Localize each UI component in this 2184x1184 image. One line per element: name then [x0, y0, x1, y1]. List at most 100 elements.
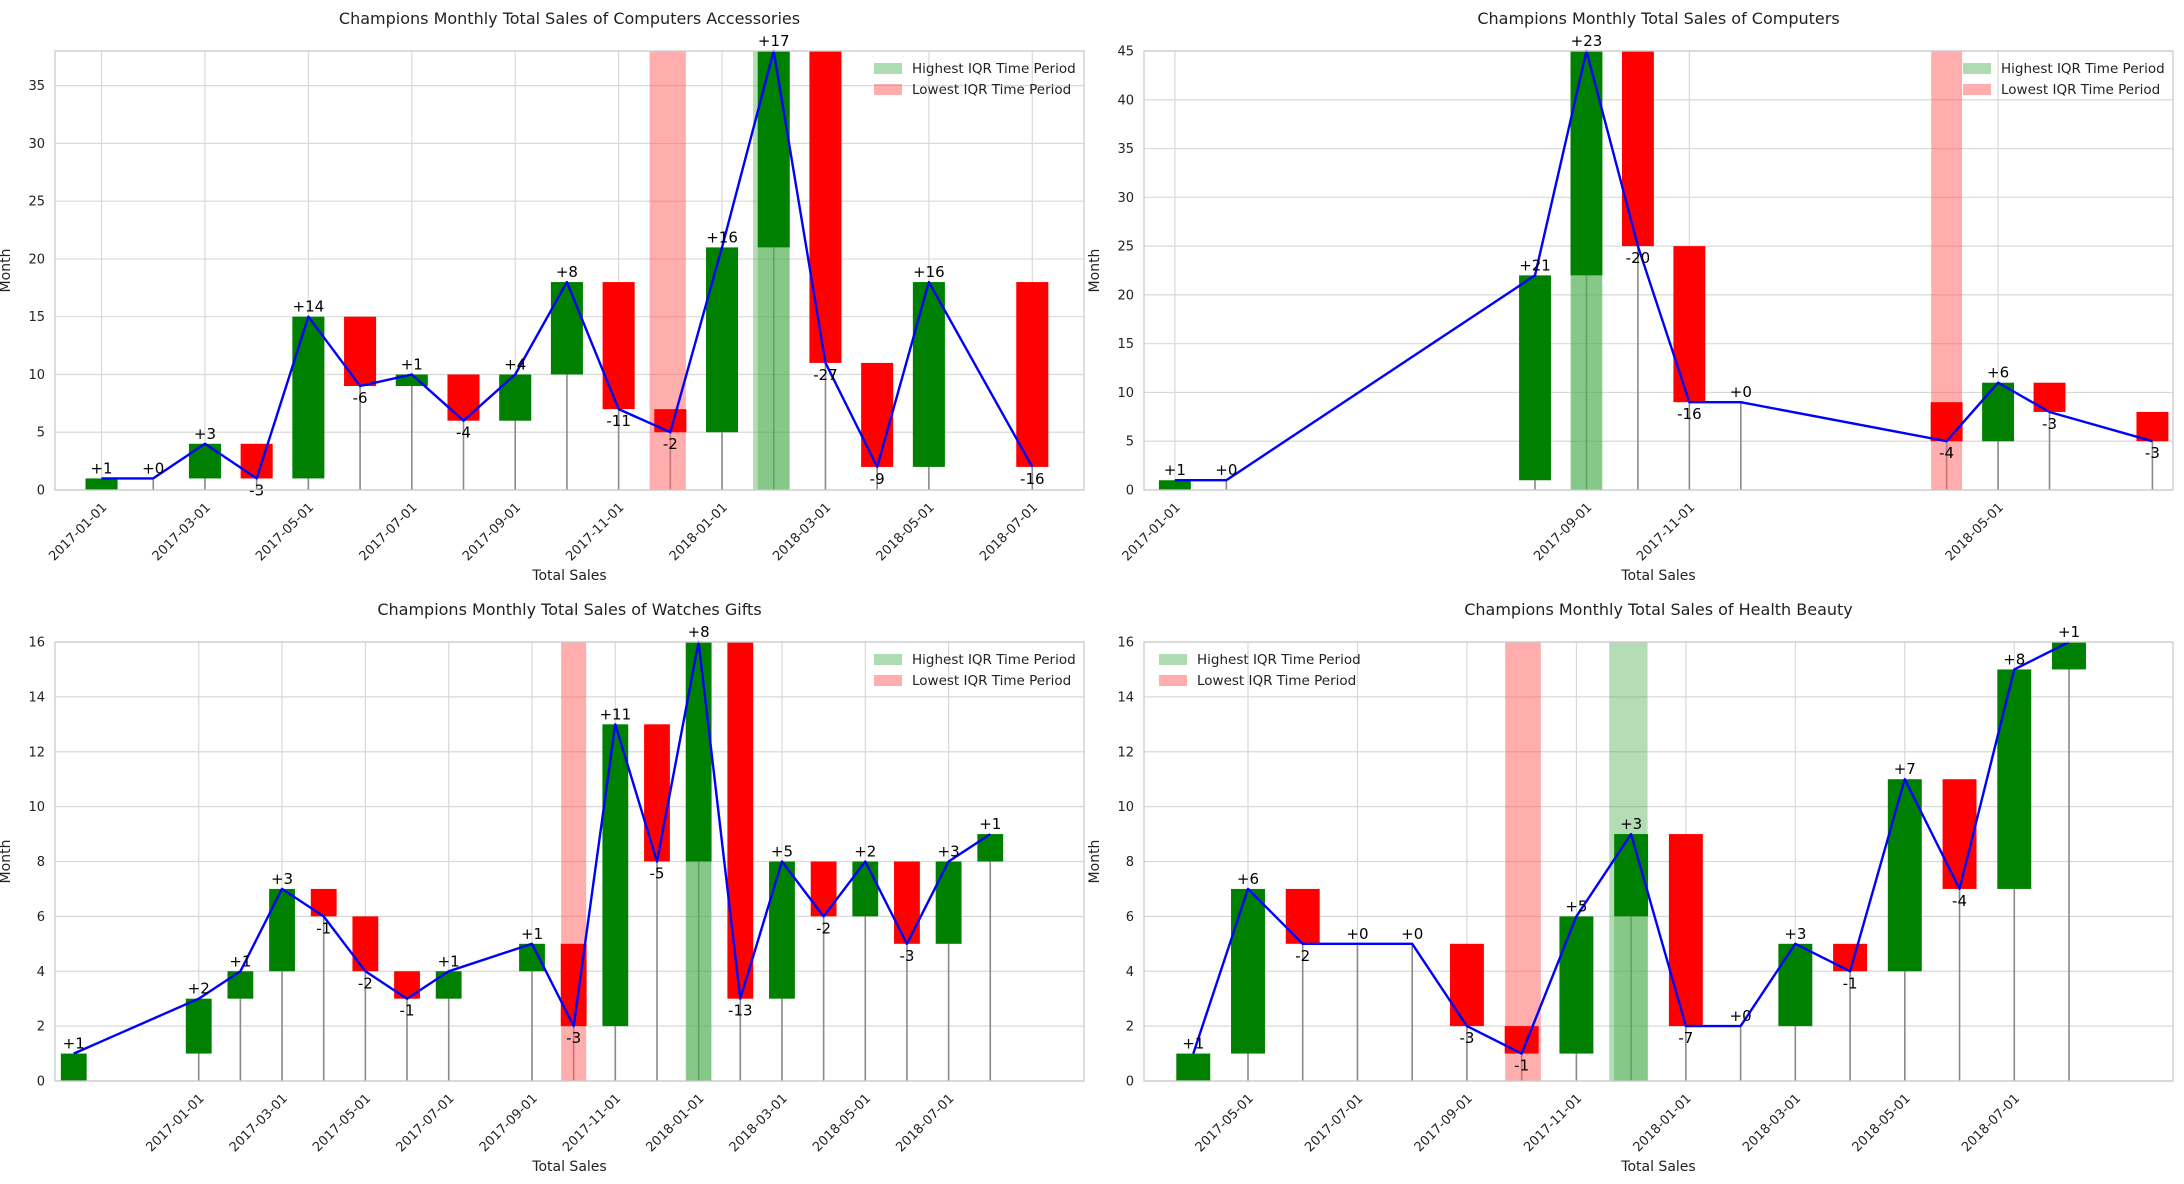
increase-bar: [499, 374, 532, 421]
increase-bar: [706, 247, 739, 433]
data-label: -2: [816, 919, 831, 937]
data-label: -16: [1020, 470, 1045, 488]
data-label: +0: [1730, 1007, 1752, 1025]
increase-bar: [1778, 943, 1813, 1027]
x-tick-label: 2017-09-01: [477, 1091, 541, 1155]
data-label: +3: [938, 843, 960, 861]
increase-bar: [935, 861, 962, 944]
data-label: +23: [1571, 32, 1603, 50]
x-tick-label: 2018-03-01: [770, 500, 834, 564]
data-label: -3: [2145, 444, 2160, 462]
decrease-bar: [894, 861, 920, 944]
data-label: +6: [1237, 870, 1259, 888]
data-label: +8: [2003, 650, 2025, 668]
data-label: +8: [688, 623, 710, 641]
y-tick-label: 2: [1126, 1020, 1134, 1035]
legend-swatch-high: [874, 654, 902, 665]
legend: Highest IQR Time Period Lowest IQR Time P…: [1963, 61, 2165, 98]
data-label: +1: [438, 952, 460, 970]
y-tick-label: 2: [37, 1020, 45, 1035]
data-label: -3: [2042, 415, 2057, 433]
data-label: +1: [1164, 461, 1186, 479]
data-label: -1: [1843, 974, 1858, 992]
data-label: +1: [63, 1035, 85, 1053]
data-label: -1: [400, 1002, 415, 1020]
y-axis-label: Month: [0, 249, 14, 293]
data-label: +0: [1215, 461, 1237, 479]
legend-swatch-low: [874, 675, 902, 686]
data-label: +1: [229, 952, 251, 970]
x-tick-label: 2018-05-01: [1943, 500, 2007, 564]
x-axis-label: Total Sales: [531, 1159, 606, 1175]
decrease-bar: [727, 642, 754, 999]
y-tick-label: 16: [1117, 636, 1134, 651]
trend-line: [73, 640, 991, 1055]
data-label: +3: [271, 870, 293, 888]
decrease-bar: [2136, 411, 2169, 442]
plot-frame: [1143, 50, 2174, 491]
data-label: +5: [1565, 897, 1587, 915]
data-label: -3: [566, 1029, 581, 1047]
data-label: -11: [606, 412, 631, 430]
data-label: +1: [979, 815, 1001, 833]
x-tick-label: 2017-11-01: [1521, 1091, 1585, 1155]
iqr-bar-base: [1570, 275, 1603, 490]
decrease-bar: [2033, 382, 2066, 412]
y-tick-label: 30: [28, 137, 45, 152]
data-label: +5: [771, 843, 793, 861]
y-tick-label: 5: [37, 426, 45, 441]
x-axis-label: Total Sales: [1620, 1159, 1695, 1175]
increase-bar: [685, 642, 712, 862]
increase-bar: [188, 443, 221, 479]
x-tick-label: 2017-11-01: [563, 500, 627, 564]
increase-bar: [1887, 779, 1922, 972]
y-tick-label: 30: [1117, 191, 1134, 206]
y-tick-label: 6: [37, 910, 45, 925]
legend-label-high: Highest IQR Time Period: [2001, 61, 2165, 77]
y-tick-label: 10: [28, 800, 45, 815]
y-tick-label: 14: [28, 690, 45, 705]
plot-frame: [1143, 641, 2174, 1082]
decrease-bar: [861, 362, 894, 467]
y-axis-label: Month: [1087, 840, 1103, 884]
chart-title: Champions Monthly Total Sales of Watches…: [377, 600, 761, 619]
trend-line: [101, 49, 1034, 480]
decrease-bar: [352, 916, 379, 972]
increase-bar: [269, 888, 295, 972]
x-tick-label: 2017-01-01: [144, 1091, 208, 1155]
y-tick-label: 0: [1126, 1075, 1134, 1090]
x-tick-label: 2018-05-01: [1850, 1091, 1914, 1155]
legend-label-high: Highest IQR Time Period: [912, 61, 1076, 77]
legend: Highest IQR Time Period Lowest IQR Time P…: [874, 652, 1076, 689]
data-label: -7: [1678, 1029, 1693, 1047]
increase-bar: [550, 282, 583, 375]
y-tick-label: 40: [1117, 93, 1134, 108]
x-tick-label: 2017-05-01: [1193, 1091, 1257, 1155]
data-label: +1: [521, 925, 543, 943]
plot-area: [55, 51, 1084, 490]
x-tick-label: 2017-05-01: [253, 500, 317, 564]
x-tick-label: 2017-05-01: [310, 1091, 374, 1155]
x-tick-label: 2017-11-01: [1634, 500, 1698, 564]
increase-bar: [519, 943, 545, 972]
data-label: +0: [1730, 383, 1752, 401]
x-tick-label: 2018-07-01: [893, 1091, 957, 1155]
x-tick-label: 2017-07-01: [393, 1091, 457, 1155]
data-label: +3: [1784, 925, 1806, 943]
data-label: -1: [316, 919, 331, 937]
x-tick-label: 2018-07-01: [977, 500, 1041, 564]
decrease-bar: [1930, 402, 1963, 442]
data-label: -2: [663, 435, 678, 453]
iqr-bar-base: [757, 247, 790, 490]
data-label: -6: [353, 389, 368, 407]
y-tick-label: 20: [1117, 288, 1134, 303]
y-tick-label: 5: [1126, 435, 1134, 450]
iqr-bar-base: [685, 861, 712, 1081]
data-label: +17: [758, 32, 790, 50]
data-label: -4: [1939, 444, 1954, 462]
legend-label-low: Lowest IQR Time Period: [2001, 82, 2160, 98]
legend-swatch-high: [1159, 654, 1187, 665]
data-label: +2: [854, 843, 876, 861]
legend-swatch-low: [874, 84, 902, 95]
decrease-bar: [1673, 246, 1706, 403]
